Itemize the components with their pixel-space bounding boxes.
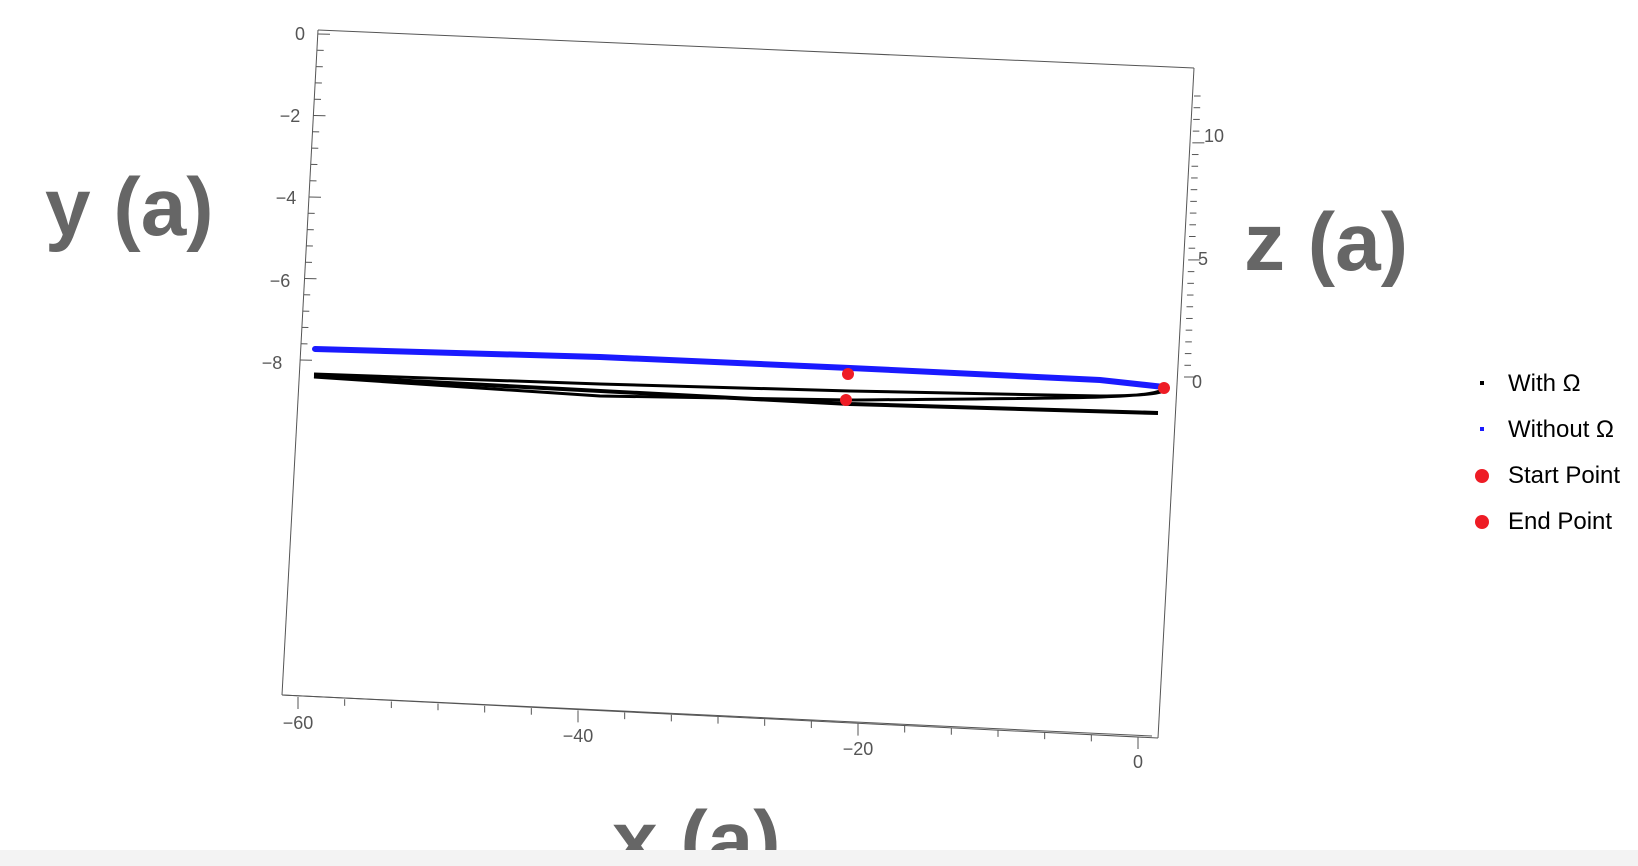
x-tick-label: −40: [563, 726, 594, 746]
start-point-marker: [842, 368, 854, 380]
frame-top: [317, 29, 1195, 69]
legend-label: End Point: [1508, 508, 1612, 535]
x-axis-title: x (a): [612, 795, 781, 850]
y-tick-label: −2: [280, 106, 301, 126]
y-tick-label: −6: [270, 271, 291, 291]
legend: With Ω Without Ω Start Point End Point: [1475, 370, 1620, 535]
z-tick-label: 0: [1192, 372, 1202, 392]
series-line-with-omega: [313, 372, 1167, 402]
y-tick-label: 0: [295, 24, 305, 44]
x-tick-label: −20: [843, 739, 874, 759]
x-tick-label: 0: [1133, 752, 1143, 772]
legend-label: Without Ω: [1508, 416, 1614, 443]
y-tick-label: −4: [276, 188, 297, 208]
z-tick-label: 10: [1204, 126, 1224, 146]
legend-label: With Ω: [1508, 370, 1581, 397]
legend-swatch-start-point: [1475, 469, 1489, 483]
z-axis-title: z (a): [1244, 197, 1408, 288]
end-point-marker: [1158, 382, 1170, 394]
x-tick-label: −60: [283, 713, 314, 733]
y-axis-title: y (a): [45, 162, 214, 253]
legend-swatch-end-point: [1475, 515, 1489, 529]
window-bottom-bar: [0, 850, 1638, 866]
y-tick-label: −8: [262, 353, 283, 373]
frame-right: [1157, 67, 1195, 739]
legend-swatch-without-omega: [1480, 427, 1484, 431]
frame-left: [281, 29, 319, 696]
x-axis: [297, 697, 1139, 749]
legend-swatch-with-omega: [1480, 381, 1484, 385]
legend-label: Start Point: [1508, 462, 1620, 489]
start-point-marker: [840, 394, 852, 406]
y-axis: [299, 33, 331, 361]
z-axis: [1184, 95, 1205, 378]
z-tick-label: 5: [1198, 249, 1208, 269]
series-line-without-omega: [312, 346, 1167, 390]
frame-bottom-inner: [281, 694, 1153, 737]
